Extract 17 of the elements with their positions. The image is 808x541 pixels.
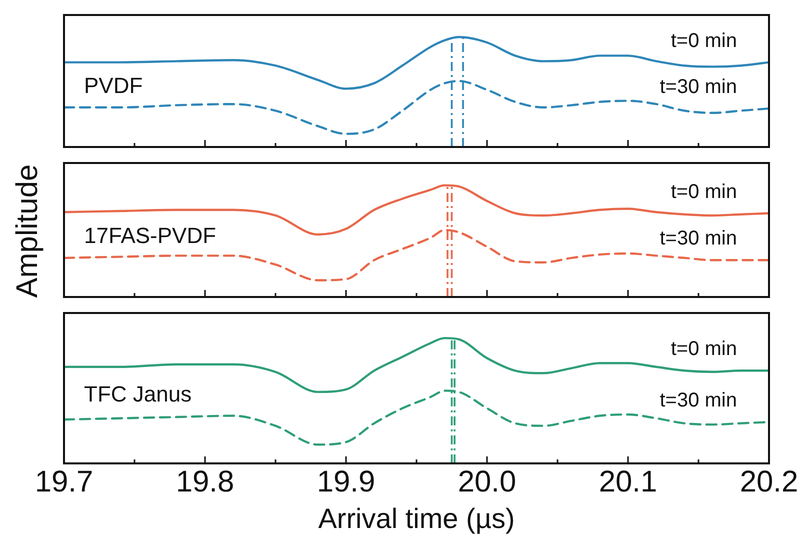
x-tick-label: 19.9 <box>316 466 376 499</box>
x-tick-label: 20.1 <box>598 466 658 499</box>
annotation: 17FAS-PVDF <box>84 223 216 248</box>
series-label: t=30 min <box>660 228 737 250</box>
x-axis-title: Arrival time (µs) <box>318 502 515 534</box>
x-tick-label: 20.0 <box>458 466 516 499</box>
x-tick-label: 19.8 <box>176 466 234 499</box>
annotation: PVDF <box>84 72 143 98</box>
x-tick-label: 20.2 <box>740 466 798 499</box>
series-label: t=0 min <box>670 30 737 52</box>
x-tick-label: 19.7 <box>34 466 94 499</box>
series-label: t=0 min <box>670 338 737 360</box>
series-label: t=30 min <box>660 76 737 98</box>
annotation: TFC Janus <box>84 381 192 406</box>
series-label: t=30 min <box>660 390 737 412</box>
series-label: t=0 min <box>670 180 737 203</box>
y-axis-title: Amplitude <box>11 164 45 298</box>
